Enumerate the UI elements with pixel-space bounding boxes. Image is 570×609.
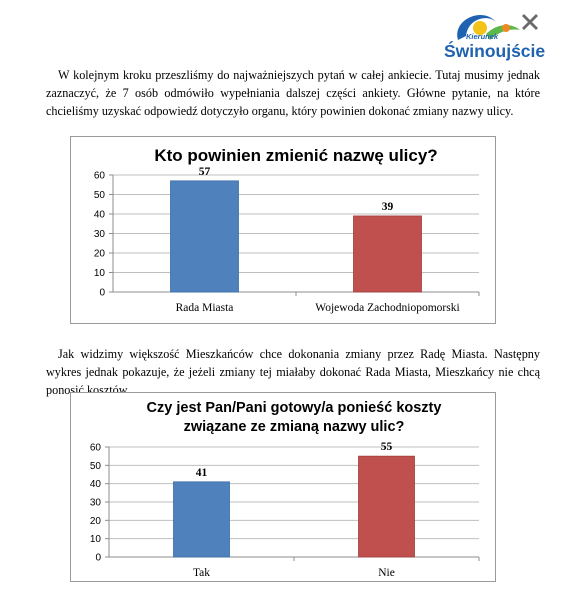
y-tick-label: 20 <box>90 516 102 527</box>
logo-green-wave <box>486 25 520 40</box>
chart-2: Czy jest Pan/Pani gotowy/a ponieść koszt… <box>70 392 496 582</box>
chart-title-line: związane ze zmianą nazwy ulic? <box>184 419 405 435</box>
x-tick-label: Wojewoda Zachodniopomorski <box>315 302 459 314</box>
y-tick-label: 40 <box>94 210 106 221</box>
data-label: 57 <box>199 166 211 178</box>
y-tick-label: 60 <box>90 443 102 454</box>
y-tick-label: 0 <box>95 553 101 564</box>
paragraph-1: W kolejnym kroku przeszliśmy do najważni… <box>46 66 540 120</box>
x-tick-label: Tak <box>193 567 210 579</box>
logo-city-name: Świnoujście <box>444 40 545 61</box>
y-tick-label: 10 <box>90 534 102 545</box>
chart-1-svg: Kto powinien zmienić nazwę ulicy? 0 10 20 30… <box>94 146 480 314</box>
y-tick-label: 10 <box>94 268 106 279</box>
y-tick-label: 50 <box>94 190 106 201</box>
logo-yellow-circle <box>473 21 487 35</box>
logo-orange-dot <box>502 24 510 32</box>
y-tick-label: 60 <box>94 171 106 182</box>
y-tick-label: 40 <box>90 479 102 490</box>
x-tick-label: Rada Miasta <box>176 302 234 314</box>
logo-blue-swoosh <box>457 15 496 40</box>
bar <box>170 180 239 293</box>
y-tick-label: 20 <box>94 249 106 260</box>
bar <box>353 215 422 293</box>
data-label: 41 <box>196 467 208 479</box>
paragraph-1-text: W kolejnym kroku przeszliśmy do najważni… <box>46 68 540 118</box>
data-label: 55 <box>381 441 393 453</box>
y-tick-label: 50 <box>90 461 102 472</box>
chart-2-svg: Czy jest Pan/Pani gotowy/a ponieść koszt… <box>90 400 480 579</box>
bar <box>358 455 415 558</box>
chart-title-line: Kto powinien zmienić nazwę ulicy? <box>154 146 437 165</box>
y-tick-label: 30 <box>94 229 106 240</box>
swinoujscie-logo: Kierunek Świnoujście <box>444 14 545 61</box>
logo-small-text: Kierunek <box>466 32 499 41</box>
data-label: 39 <box>382 201 394 213</box>
chart-title-line: Czy jest Pan/Pani gotowy/a ponieść koszt… <box>147 400 442 416</box>
paragraph-2-text: Jak widzimy większość Mieszkańców chce d… <box>46 347 540 397</box>
paragraph-2: Jak widzimy większość Mieszkańców chce d… <box>46 345 540 399</box>
logo-windmill-icon <box>522 14 538 30</box>
x-tick-label: Nie <box>378 567 395 579</box>
y-tick-label: 30 <box>90 498 102 509</box>
y-tick-label: 0 <box>99 288 105 299</box>
bar <box>173 481 230 558</box>
chart-1: Kto powinien zmienić nazwę ulicy? 0 10 20 30… <box>70 136 496 324</box>
